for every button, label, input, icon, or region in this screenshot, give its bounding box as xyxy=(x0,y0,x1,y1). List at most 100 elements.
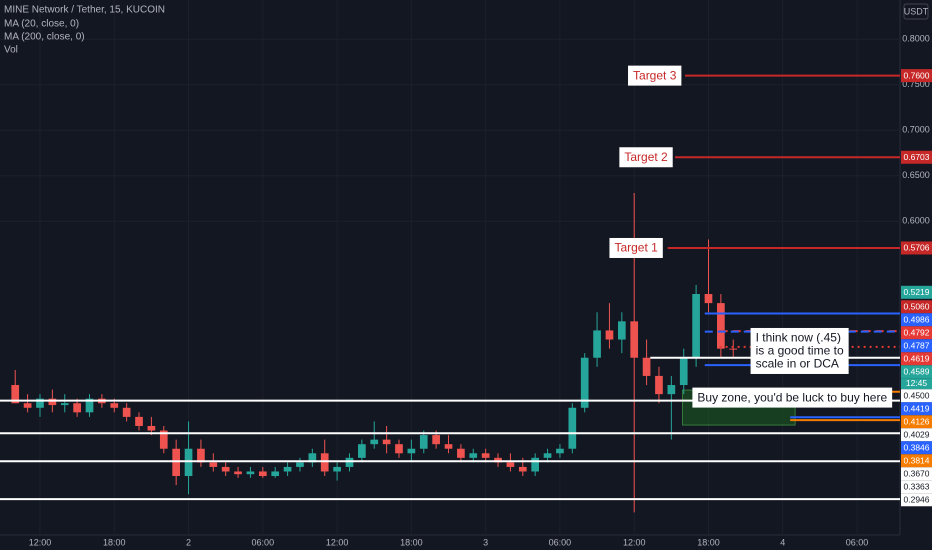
y-tick-label: 0.7500 xyxy=(902,79,930,89)
y-tick-label: 0.7000 xyxy=(902,125,930,135)
candle-body xyxy=(667,385,676,395)
candle-body xyxy=(481,453,490,458)
candle-body xyxy=(605,330,614,340)
candle-body xyxy=(642,357,651,376)
x-tick-label: 3 xyxy=(483,537,488,547)
candle-body xyxy=(655,375,663,395)
candle-body xyxy=(704,294,713,304)
candle-body xyxy=(518,466,527,472)
price-tag xyxy=(901,402,932,416)
price-tag-label: 0.4787 xyxy=(904,341,930,351)
price-tag xyxy=(901,339,932,353)
price-tag-label: 0.4619 xyxy=(904,354,930,364)
candle-body xyxy=(593,330,601,358)
price-tag xyxy=(901,480,932,494)
candle-body xyxy=(135,416,143,426)
candle-body xyxy=(36,398,44,408)
candle-body xyxy=(358,444,366,458)
candle-body xyxy=(23,403,32,408)
indicator: Vol xyxy=(4,45,18,56)
price-tag-label: 0.5706 xyxy=(904,243,930,253)
candle-body xyxy=(556,448,564,454)
price-tag xyxy=(901,300,932,314)
currency-box[interactable] xyxy=(903,3,929,20)
candle-body xyxy=(197,448,205,463)
x-tick-label: 18:00 xyxy=(400,537,423,547)
candle-body xyxy=(308,453,317,463)
candle-body xyxy=(159,430,168,449)
candle-body xyxy=(679,357,688,386)
x-tick-label: 06:00 xyxy=(846,537,869,547)
price-tag xyxy=(901,313,932,327)
candle-body xyxy=(580,357,589,408)
candle-body xyxy=(494,457,502,463)
candle-body xyxy=(692,294,700,358)
price-tag xyxy=(901,415,932,429)
y-tick-label: 0.8000 xyxy=(902,34,930,44)
price-tag-label: 0.4029 xyxy=(904,430,930,440)
price-tag-label: 0.5060 xyxy=(904,302,930,312)
price-tag-label: 0.3670 xyxy=(904,469,930,479)
candle-body xyxy=(729,348,738,350)
annotation-box xyxy=(692,387,893,408)
annotation: Target 2 xyxy=(619,147,673,168)
price-tag xyxy=(901,454,932,468)
candle-body xyxy=(184,448,193,477)
candle-body xyxy=(617,321,626,340)
price-tag-label: 0.4500 xyxy=(904,391,930,401)
candle-body xyxy=(60,403,69,406)
candle-body xyxy=(209,462,218,467)
y-tick-label: 0.6500 xyxy=(902,170,930,180)
price-tag-label: 0.3814 xyxy=(904,456,930,466)
annotations: Target 3 Target 2 Target 1 I think now (.45… xyxy=(609,65,893,408)
countdown: 12:45 xyxy=(906,378,928,388)
x-tick-label: 18:00 xyxy=(103,537,126,547)
price-tag xyxy=(901,389,932,403)
candles xyxy=(11,193,738,513)
grid xyxy=(0,0,900,535)
candle-body xyxy=(630,321,639,358)
annotation-text: Target 1 xyxy=(614,241,658,255)
candle-body xyxy=(271,471,280,477)
candle-body xyxy=(85,398,94,413)
y-tick-label: 0.6000 xyxy=(902,216,930,226)
price-tag-label: 0.4792 xyxy=(904,328,930,338)
annotation-text: Target 2 xyxy=(624,150,668,164)
candle-body xyxy=(506,462,515,467)
candle-body xyxy=(370,439,379,445)
price-tag xyxy=(901,441,932,455)
price-tag xyxy=(901,493,932,507)
price-tag-label: 0.4419 xyxy=(904,404,930,414)
candle-body xyxy=(543,453,552,458)
candle-body xyxy=(110,403,119,408)
x-tick-label: 06:00 xyxy=(549,537,572,547)
price-tag-label: 0.3846 xyxy=(904,443,930,453)
annotation-text: Target 3 xyxy=(633,68,677,82)
price-tag xyxy=(901,150,932,164)
x-tick-label: 12:00 xyxy=(29,537,52,547)
candle-body xyxy=(432,435,440,445)
candle-body xyxy=(246,471,255,475)
price-tag-label: 0.5219 xyxy=(904,287,930,297)
candle-body xyxy=(122,407,131,417)
x-tick-label: 18:00 xyxy=(697,537,720,547)
chart-title: MINE Network / Tether, 15, KUCOIN xyxy=(4,5,165,16)
candle-body xyxy=(172,448,180,477)
indicator: MA (20, close, 0) xyxy=(4,19,79,30)
annotation-text: Buy zone, you'd be luck to buy here xyxy=(697,390,887,404)
price-tag xyxy=(901,428,932,442)
x-tick-label: 06:00 xyxy=(252,537,275,547)
x-tick-label: 2 xyxy=(186,537,191,547)
candle-body xyxy=(395,444,403,454)
candle-body xyxy=(320,453,329,472)
indicator: MA (200, close, 0) xyxy=(4,32,85,43)
price-tag-label: 0.4986 xyxy=(904,315,930,325)
candle-body xyxy=(469,453,478,458)
price-tag xyxy=(901,467,932,481)
price-tag-label: 0.3363 xyxy=(904,482,930,492)
price-tag xyxy=(901,285,932,299)
currency[interactable]: USDT xyxy=(904,6,929,16)
candle-body xyxy=(345,457,354,467)
